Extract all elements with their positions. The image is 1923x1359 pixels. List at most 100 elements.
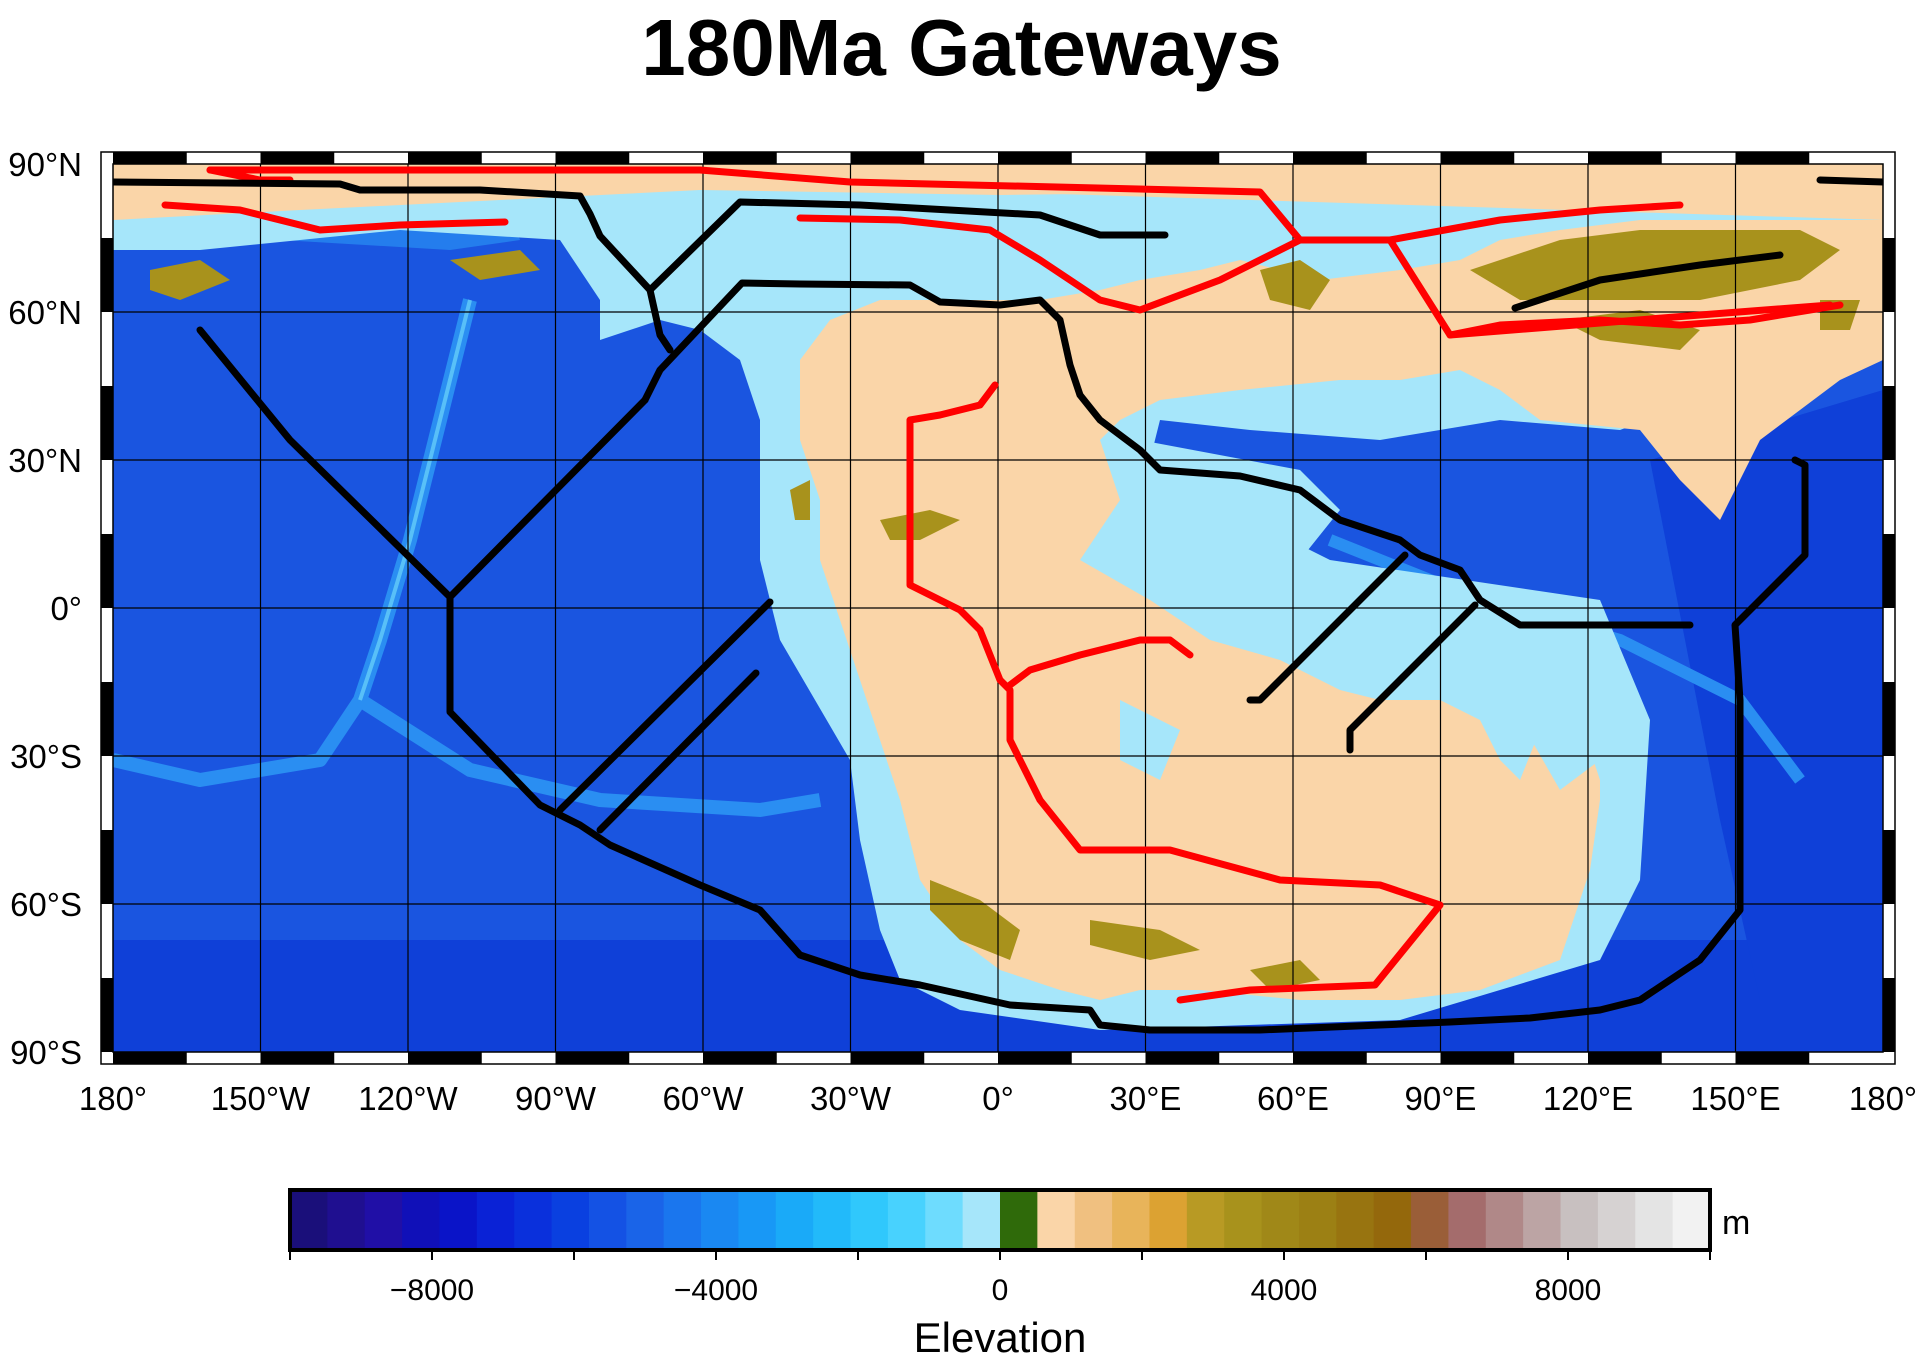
frame-segment	[1293, 152, 1367, 164]
colorbar-swatch	[1411, 1190, 1449, 1250]
colorbar-swatch	[701, 1190, 739, 1250]
colorbar-swatch	[1336, 1190, 1375, 1250]
colorbar-swatch	[1298, 1190, 1337, 1250]
frame-segment	[113, 152, 187, 164]
lat-tick-label: 90°S	[10, 1034, 82, 1071]
lat-tick-label: 90°N	[8, 146, 82, 183]
red-gateway-pangea-spine	[906, 381, 1444, 1004]
frame-segment	[1735, 1052, 1810, 1064]
frame-segment	[101, 830, 113, 904]
colorbar-swatch	[439, 1190, 478, 1250]
black-gateway-southern-branch-b	[596, 669, 760, 834]
colorbar-swatch	[738, 1190, 777, 1250]
black-gateway-atlantic	[641, 279, 1694, 629]
frame-segment	[1883, 534, 1895, 608]
frame-segment	[703, 152, 777, 164]
black-gateway-east-edge	[1816, 176, 1883, 186]
black-gateway-southern-branch-a	[556, 598, 774, 814]
red-gateway-arctic-a	[796, 214, 1304, 314]
frame-segment	[1883, 238, 1895, 312]
colorbar-swatch	[1000, 1190, 1038, 1250]
lon-tick-label: 150°E	[1690, 1080, 1780, 1117]
frame-segment	[1883, 386, 1895, 460]
frame-segment	[1883, 830, 1895, 904]
lat-tick-label: 30°N	[8, 442, 82, 479]
red-gateway-west-arctic	[161, 201, 509, 234]
red-gateway-arctic-c	[1446, 301, 1844, 339]
colorbar-swatch	[1523, 1190, 1562, 1250]
lat-tick-label: 30°S	[10, 738, 82, 775]
colorbar-swatch	[626, 1190, 665, 1250]
frame-segment	[998, 152, 1072, 164]
black-gateway-tethys-a	[1246, 551, 1409, 704]
colorbar-swatch	[1037, 1190, 1076, 1250]
map-title: 180Ma Gateways	[641, 3, 1282, 92]
black-gateway-tethys-b	[1346, 601, 1479, 754]
colorbar-swatch	[327, 1190, 366, 1250]
lon-tick-label: 90°E	[1405, 1080, 1477, 1117]
colorbar-swatch	[1224, 1190, 1263, 1250]
elevation-colorbar: −8000 −4000 0 4000 8000 m Elevation	[288, 1188, 1750, 1359]
frame-segment	[101, 386, 113, 460]
lon-tick-label: 0°	[982, 1080, 1014, 1117]
lon-tick-label: 30°E	[1110, 1080, 1182, 1117]
colorbar-swatch	[887, 1190, 926, 1250]
lat-tick-label: 0°	[50, 590, 82, 627]
frame-segment	[408, 152, 482, 164]
frame-segment	[555, 152, 630, 164]
black-gateway-arctic-north	[113, 178, 674, 354]
colorbar-tick-label: 0	[992, 1274, 1009, 1307]
red-gateway-arctic-b	[1386, 201, 1684, 244]
frame-inner	[112, 163, 1884, 1053]
frame-segment	[703, 1052, 777, 1064]
colorbar-swatch	[514, 1190, 553, 1250]
colorbar-swatch	[588, 1190, 627, 1250]
red-gateway-lines	[161, 166, 1844, 1004]
frame-segment	[260, 152, 335, 164]
black-gateway-northeast	[1511, 251, 1784, 312]
frame-segment	[1883, 682, 1895, 756]
colorbar-swatch	[1149, 1190, 1188, 1250]
colorbar-swatch	[1373, 1190, 1412, 1250]
frame-segment	[101, 534, 113, 608]
colorbar-swatch	[1186, 1190, 1225, 1250]
lon-tick-label: 60°W	[662, 1080, 744, 1117]
colorbar-tick-label: −4000	[674, 1274, 758, 1307]
black-gateway-arctic-mid	[646, 198, 1169, 294]
lat-tick-label: 60°N	[8, 294, 82, 331]
longitude-labels: 180° 150°W 120°W 90°W 60°W 30°W 0° 30°E 60°E 90°E…	[79, 1080, 1917, 1117]
black-gateway-pacific-west	[196, 326, 1154, 1034]
colorbar-swatch	[925, 1190, 964, 1250]
black-gateway-south-tethys	[1146, 456, 1809, 1034]
frame-segment	[1588, 1052, 1662, 1064]
lon-tick-label: 60°E	[1257, 1080, 1329, 1117]
colorbar-swatch	[813, 1190, 852, 1250]
colorbar-swatch	[402, 1190, 440, 1250]
lon-tick-label: 120°W	[358, 1080, 458, 1117]
frame-segment	[1145, 1052, 1220, 1064]
colorbar-unit: m	[1722, 1204, 1750, 1242]
frame-segment	[998, 1052, 1072, 1064]
frame-segment	[555, 1052, 630, 1064]
red-gateway-spine-branch	[1006, 636, 1194, 689]
colorbar-tick-label: −8000	[390, 1274, 474, 1307]
colorbar-swatch	[850, 1190, 889, 1250]
colorbar-swatch	[1635, 1190, 1674, 1250]
colorbar-swatch	[1597, 1190, 1636, 1250]
colorbar-swatch	[663, 1190, 702, 1250]
lon-tick-label: 120°E	[1543, 1080, 1633, 1117]
colorbar-swatch	[364, 1190, 403, 1250]
frame-segment	[1145, 152, 1220, 164]
colorbar-swatch	[1560, 1190, 1599, 1250]
colorbar-swatch	[1074, 1190, 1113, 1250]
colorbar-swatch	[1112, 1190, 1150, 1250]
lon-tick-label: 150°W	[211, 1080, 311, 1117]
black-gateway-pacific-diagonal	[446, 396, 649, 601]
frame-segment	[850, 1052, 925, 1064]
frame-segment	[1588, 152, 1662, 164]
lat-tick-label: 60°S	[10, 886, 82, 923]
black-gateway-lines	[113, 176, 1883, 1034]
frame-segment	[1440, 152, 1515, 164]
